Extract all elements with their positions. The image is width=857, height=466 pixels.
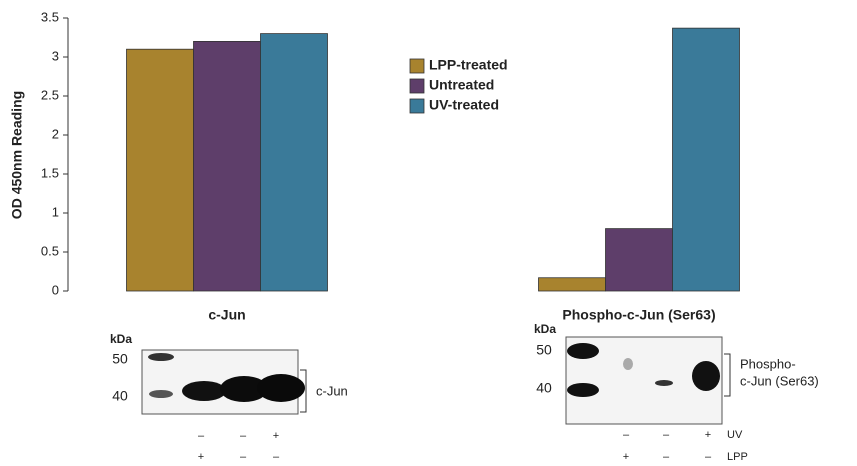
y-tick-label: 1.5 bbox=[41, 165, 59, 180]
y-tick-label: 2.5 bbox=[41, 87, 59, 102]
bar bbox=[260, 33, 328, 292]
marker-label: 50 bbox=[112, 351, 128, 367]
band bbox=[655, 380, 673, 386]
bracket bbox=[300, 369, 307, 413]
marker-label: 50 bbox=[536, 342, 552, 358]
bar bbox=[605, 228, 673, 292]
row-label: UV bbox=[727, 429, 743, 441]
marker-label: 40 bbox=[112, 388, 128, 404]
y-tick-label: 3.5 bbox=[41, 9, 59, 24]
bar bbox=[193, 41, 261, 292]
legend-label: Untreated bbox=[429, 77, 494, 93]
legend-label: LPP-treated bbox=[429, 57, 508, 73]
x-tick-label: c-Jun bbox=[208, 307, 245, 323]
y-tick-label: 2 bbox=[52, 126, 59, 141]
blot-label: c-Jun (Ser63) bbox=[740, 373, 819, 388]
lane-sign: – bbox=[273, 451, 280, 463]
bar bbox=[126, 48, 194, 292]
ladder-band bbox=[148, 353, 174, 361]
marker-label: 40 bbox=[536, 380, 552, 396]
lane-sign: – bbox=[663, 429, 670, 441]
y-tick-label: 0 bbox=[52, 282, 59, 297]
lane-sign: – bbox=[198, 430, 205, 442]
y-tick-label: 0.5 bbox=[41, 243, 59, 258]
lane-sign: – bbox=[623, 429, 630, 441]
row-label: LPP bbox=[727, 451, 748, 463]
legend-label: UV-treated bbox=[429, 97, 499, 113]
band bbox=[692, 361, 720, 391]
lane-sign: + bbox=[623, 451, 629, 463]
lane-sign: – bbox=[240, 451, 247, 463]
legend-swatch bbox=[409, 58, 425, 74]
x-tick-label: Phospho-c-Jun (Ser63) bbox=[562, 307, 715, 323]
kda-label: kDa bbox=[534, 322, 556, 336]
band bbox=[257, 374, 305, 402]
band bbox=[623, 358, 633, 370]
lane-sign: + bbox=[198, 451, 204, 463]
ladder-band bbox=[567, 383, 599, 397]
y-tick-label: 3 bbox=[52, 48, 59, 63]
blot-label: Phospho- bbox=[740, 356, 796, 371]
lane-sign: – bbox=[705, 451, 712, 463]
lane-sign: + bbox=[705, 429, 711, 441]
bar bbox=[538, 277, 606, 292]
y-axis-label: OD 450nm Reading bbox=[9, 91, 25, 219]
lane-sign: – bbox=[663, 451, 670, 463]
band bbox=[182, 381, 226, 401]
legend-swatch bbox=[409, 78, 425, 94]
legend-swatch bbox=[409, 98, 425, 114]
blot-right-art bbox=[565, 336, 731, 425]
ladder-band bbox=[149, 390, 173, 398]
kda-label: kDa bbox=[110, 332, 132, 346]
y-tick-label: 1 bbox=[52, 204, 59, 219]
blot-label: c-Jun bbox=[316, 383, 348, 398]
band bbox=[220, 376, 268, 402]
ladder-band bbox=[567, 343, 599, 359]
lane-sign: + bbox=[273, 430, 279, 442]
bar bbox=[672, 27, 740, 292]
blot-left-art bbox=[141, 349, 307, 415]
bracket bbox=[724, 353, 731, 397]
lane-sign: – bbox=[240, 430, 247, 442]
